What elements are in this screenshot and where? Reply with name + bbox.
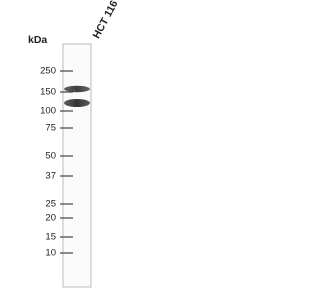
marker-label: 10 xyxy=(45,248,56,259)
marker-label: 15 xyxy=(45,232,56,243)
marker-label: 100 xyxy=(40,106,56,117)
lane xyxy=(62,43,92,288)
marker-label: 50 xyxy=(45,151,56,162)
marker-label: 150 xyxy=(40,87,56,98)
marker-label: 25 xyxy=(45,199,56,210)
marker-label: 37 xyxy=(45,171,56,182)
marker-label: 250 xyxy=(40,66,56,77)
band xyxy=(64,85,90,93)
marker-label: 20 xyxy=(45,213,56,224)
unit-label: kDa xyxy=(28,34,47,46)
marker-label: 75 xyxy=(45,123,56,134)
band xyxy=(64,99,90,107)
marker-ladder: 250 150 100 75 50 37 25 20 15 10 xyxy=(40,66,73,259)
